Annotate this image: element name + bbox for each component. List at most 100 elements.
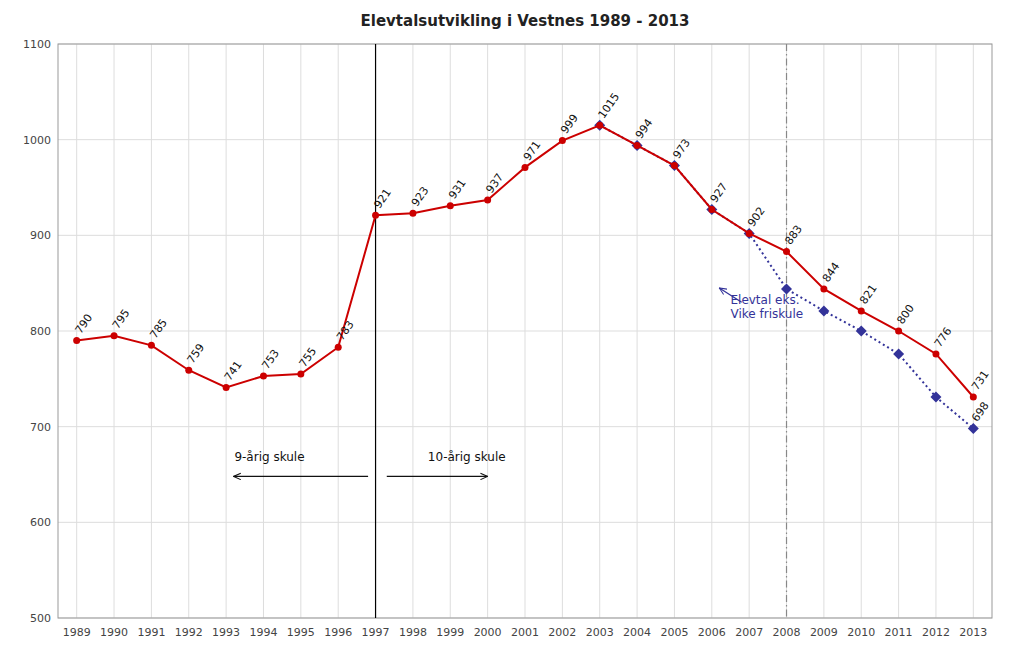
grid-line-x <box>300 44 301 618</box>
x-tick-label: 2009 <box>810 626 838 639</box>
data-label: 999 <box>558 112 581 137</box>
data-label: 971 <box>521 138 544 163</box>
annotation-line: 9-årig skule <box>234 450 304 464</box>
point <box>594 120 605 131</box>
grid-line-x <box>823 44 824 618</box>
x-tick-label: 1999 <box>436 626 464 639</box>
grid-line-x <box>226 44 227 618</box>
data-label: 923 <box>409 184 432 209</box>
x-tick-label: 1997 <box>362 626 390 639</box>
annotation-line: 10-årig skule <box>428 450 506 464</box>
x-tick-label: 1990 <box>100 626 128 639</box>
x-tick-label: 1998 <box>399 626 427 639</box>
grid-line-x <box>412 44 413 618</box>
x-tick-label: 2002 <box>548 626 576 639</box>
point <box>223 384 230 391</box>
point <box>559 137 566 144</box>
grid <box>58 44 992 618</box>
title: Elevtalsutvikling i Vestnes 1989 - 2013 <box>361 12 690 30</box>
data-label: 783 <box>334 318 357 343</box>
point <box>930 392 941 403</box>
grid-line-x <box>487 44 488 618</box>
grid-line-x <box>935 44 936 618</box>
data-label: 795 <box>110 307 133 332</box>
grid-line-x <box>786 44 787 618</box>
point <box>820 285 827 292</box>
data-label: 731 <box>969 368 992 393</box>
point <box>858 307 865 314</box>
data-label: 921 <box>371 186 394 211</box>
annotation-arrow <box>387 476 488 477</box>
point <box>708 206 715 213</box>
data-label: 937 <box>483 171 506 196</box>
plot-area <box>73 44 979 618</box>
x-tick-label: 2003 <box>586 626 614 639</box>
grid-line-x <box>375 44 376 618</box>
y-tick-label: 1100 <box>23 38 51 51</box>
x-tick-label: 2007 <box>735 626 763 639</box>
annotation: 9-årig skule <box>234 450 304 464</box>
x-tick-label: 2006 <box>698 626 726 639</box>
annotation-line: Vike friskule <box>730 307 803 321</box>
vertical-line <box>786 44 787 618</box>
data-label: 785 <box>147 316 170 341</box>
plot-frame <box>58 44 992 618</box>
point <box>596 122 603 129</box>
data-label: 927 <box>708 181 731 206</box>
point <box>968 423 979 434</box>
annotation: 10-årig skule <box>428 450 506 464</box>
annotation-arrow <box>719 288 741 302</box>
point <box>484 196 491 203</box>
series <box>594 120 979 434</box>
point <box>970 394 977 401</box>
annotations: 9-årig skule10-årig skuleElevtal eks.Vik… <box>234 288 804 476</box>
data-label: 844 <box>820 260 843 285</box>
point <box>783 248 790 255</box>
series-line <box>77 125 974 397</box>
data-label: 741 <box>222 359 245 384</box>
y-tick-label: 1000 <box>23 134 51 147</box>
point <box>447 202 454 209</box>
x-tick-label: 2008 <box>773 626 801 639</box>
annotation-arrow <box>234 476 368 477</box>
point <box>746 230 753 237</box>
x-tick-label: 1992 <box>175 626 203 639</box>
data-label: 759 <box>185 341 208 366</box>
data-label: 994 <box>633 116 656 141</box>
point <box>932 350 939 357</box>
point <box>632 140 643 151</box>
x-tick-label: 2010 <box>847 626 875 639</box>
x-tick-label: 1991 <box>137 626 165 639</box>
x-tick-label: 1995 <box>287 626 315 639</box>
grid-line-x <box>188 44 189 618</box>
series-line <box>600 125 974 428</box>
y-tick-label: 600 <box>30 516 51 529</box>
point <box>522 164 529 171</box>
grid-line-x <box>525 44 526 618</box>
point <box>335 344 342 351</box>
x-tick-label: 2011 <box>885 626 913 639</box>
series <box>73 122 977 401</box>
point <box>409 210 416 217</box>
data-label: 931 <box>446 177 469 202</box>
x-tick-label: 1996 <box>324 626 352 639</box>
y-tick-label: 800 <box>30 325 51 338</box>
data-label: 883 <box>782 223 805 248</box>
vertical-line <box>375 44 376 618</box>
point <box>148 342 155 349</box>
grid-line-x <box>749 44 750 618</box>
point <box>73 337 80 344</box>
x-tick-label: 1989 <box>63 626 91 639</box>
x-tick-label: 1994 <box>249 626 277 639</box>
data-label: 790 <box>72 312 95 337</box>
data-label: 902 <box>745 204 768 229</box>
grid-line-x <box>450 44 451 618</box>
x-tick-label: 2012 <box>922 626 950 639</box>
data-label: 973 <box>670 137 693 162</box>
data-label: 776 <box>932 325 955 350</box>
x-tick-label: 1993 <box>212 626 240 639</box>
point <box>634 142 641 149</box>
y-tick-label: 700 <box>30 421 51 434</box>
point <box>372 212 379 219</box>
point <box>744 228 755 239</box>
